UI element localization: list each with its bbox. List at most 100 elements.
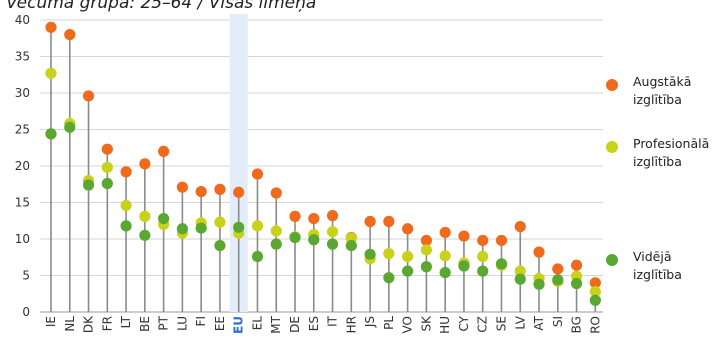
x-tick-label: EE bbox=[213, 316, 227, 331]
point-secondary-lu bbox=[176, 223, 188, 235]
point-secondary-pt bbox=[158, 212, 170, 225]
data-points bbox=[45, 21, 601, 306]
point-secondary-hr bbox=[345, 239, 357, 252]
legend-swatch bbox=[606, 141, 618, 153]
point-tertiary-nl bbox=[64, 28, 76, 41]
point-vocational-ee bbox=[214, 216, 226, 228]
highlight-band-eu bbox=[229, 14, 248, 312]
x-tick-label: MT bbox=[269, 315, 283, 333]
point-secondary-ie bbox=[45, 128, 57, 140]
point-secondary-ro bbox=[589, 294, 601, 306]
point-tertiary-lv bbox=[514, 220, 526, 233]
x-tick-label: EL bbox=[250, 316, 264, 331]
x-tick-label: IT bbox=[326, 315, 340, 327]
legend-label: Augstākā izglītība bbox=[633, 74, 692, 107]
x-tick-label: VO bbox=[401, 316, 415, 333]
point-tertiary-mt bbox=[270, 187, 282, 199]
point-secondary-at bbox=[533, 278, 545, 290]
point-tertiary-pt bbox=[158, 145, 170, 157]
point-vocational-vo bbox=[402, 250, 414, 263]
y-tick-label: 5 bbox=[22, 269, 30, 283]
point-secondary-si bbox=[552, 274, 564, 286]
point-secondary-el bbox=[251, 250, 264, 263]
x-tick-label: LU bbox=[175, 316, 189, 331]
point-tertiary-cy bbox=[458, 230, 470, 242]
point-tertiary-pl bbox=[383, 215, 395, 228]
point-secondary-hu bbox=[439, 266, 451, 279]
x-tick-label: BE bbox=[138, 316, 152, 332]
x-tick-label: CY bbox=[457, 315, 471, 331]
point-vocational-hu bbox=[439, 250, 451, 262]
point-secondary-js bbox=[364, 248, 376, 260]
x-tick-label: DE bbox=[288, 316, 302, 333]
point-secondary-vo bbox=[402, 265, 414, 277]
y-tick-label: 15 bbox=[15, 196, 30, 210]
x-tick-label: FI bbox=[194, 316, 208, 326]
point-tertiary-fr bbox=[101, 143, 113, 155]
legend-swatch bbox=[606, 79, 618, 91]
point-secondary-bg bbox=[570, 277, 583, 290]
point-secondary-lv bbox=[514, 273, 526, 285]
point-tertiary-si bbox=[552, 263, 564, 275]
x-tick-labels: IE NL DK FR LT BE PT LU FI EE EU EL MT DE ES IT HR JS PL VO… bbox=[44, 315, 602, 334]
legend-label: Vidējā izglītība bbox=[633, 249, 682, 282]
y-tick-label: 20 bbox=[15, 159, 30, 173]
point-tertiary-ie bbox=[45, 21, 57, 33]
x-tick-label: ES bbox=[307, 316, 321, 331]
x-tick-label: HR bbox=[344, 316, 358, 333]
x-tick-label: FR bbox=[100, 316, 114, 331]
point-secondary-it bbox=[326, 238, 339, 250]
point-tertiary-ro bbox=[589, 277, 601, 289]
point-vocational-el bbox=[251, 220, 264, 232]
x-tick-label: PT bbox=[157, 315, 171, 330]
point-tertiary-js bbox=[364, 215, 376, 228]
point-tertiary-dk bbox=[82, 90, 95, 102]
point-tertiary-be bbox=[139, 158, 151, 170]
point-secondary-de bbox=[289, 231, 301, 244]
stem-lines bbox=[50, 27, 597, 312]
y-tick-label: 25 bbox=[15, 123, 30, 137]
point-vocational-pl bbox=[383, 248, 395, 260]
point-tertiary-hu bbox=[439, 226, 451, 239]
x-tick-label: IE bbox=[44, 316, 58, 327]
x-tick-label: LV bbox=[513, 315, 527, 329]
y-tick-label: 30 bbox=[15, 86, 30, 100]
point-tertiary-es bbox=[308, 212, 320, 225]
point-vocational-cz bbox=[477, 250, 489, 263]
point-secondary-be bbox=[139, 229, 151, 241]
point-secondary-se bbox=[495, 258, 508, 270]
point-secondary-sk bbox=[420, 261, 432, 273]
grid-lines bbox=[40, 19, 603, 313]
highlight-band bbox=[229, 14, 248, 312]
point-vocational-fr bbox=[101, 161, 113, 174]
x-tick-label: HU bbox=[438, 316, 452, 334]
dot-plot-chart: 0 5 10 15 20 25 30 35 40 IE NL DK FR LT BE PT LU FI EE EU E… bbox=[15, 13, 603, 334]
point-vocational-ro bbox=[589, 285, 601, 298]
x-tick-label: SE bbox=[494, 316, 508, 331]
y-tick-label: 35 bbox=[15, 50, 30, 64]
point-vocational-ie bbox=[45, 67, 57, 79]
x-tick-label: JS bbox=[363, 316, 377, 328]
point-secondary-nl bbox=[64, 121, 76, 133]
legend-label: Profesionālā izglītība bbox=[633, 136, 710, 169]
y-tick-label: 0 bbox=[22, 305, 30, 319]
point-secondary-cy bbox=[458, 260, 470, 272]
point-secondary-lt bbox=[120, 220, 132, 232]
point-vocational-it bbox=[326, 226, 339, 238]
point-tertiary-sk bbox=[420, 234, 432, 247]
x-tick-label: PL bbox=[382, 316, 396, 330]
point-tertiary-ee bbox=[214, 183, 226, 195]
point-secondary-ee bbox=[214, 239, 226, 252]
point-tertiary-vo bbox=[402, 223, 414, 235]
legend-item-secondary: Vidējā izglītība bbox=[606, 248, 713, 284]
point-tertiary-at bbox=[533, 246, 545, 258]
legend-swatch bbox=[606, 254, 618, 266]
point-vocational-be bbox=[139, 210, 151, 222]
x-tick-label: CZ bbox=[476, 316, 490, 333]
chart-title: Vecuma grupa: 25–64 / Visas līmeņa bbox=[6, 0, 317, 13]
y-tick-label: 10 bbox=[15, 232, 30, 246]
point-secondary-mt bbox=[270, 238, 282, 250]
x-tick-label: SK bbox=[419, 315, 433, 332]
x-tick-label: LT bbox=[119, 315, 133, 328]
point-secondary-dk bbox=[82, 179, 95, 191]
